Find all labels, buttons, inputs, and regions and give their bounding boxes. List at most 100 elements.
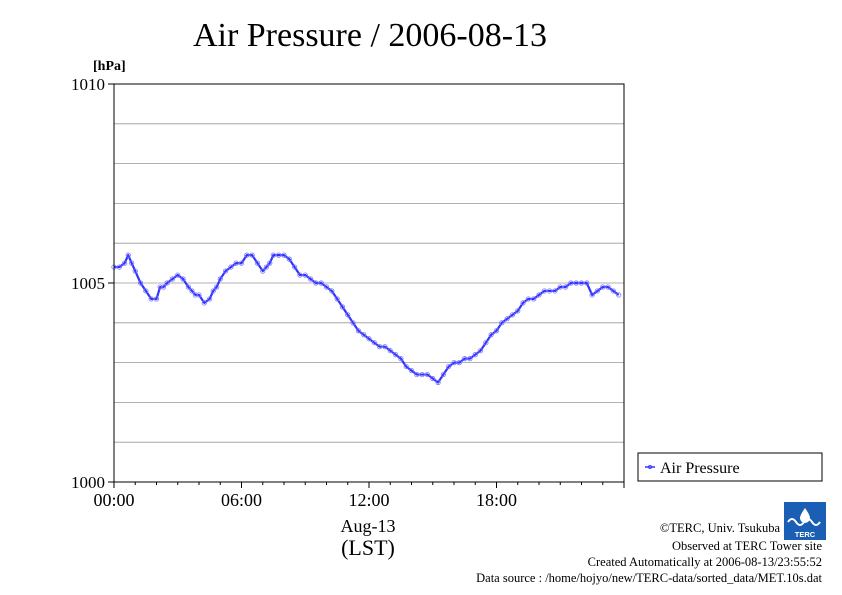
data-point [122, 260, 128, 266]
data-point [520, 300, 526, 306]
plot-frame [113, 83, 625, 483]
data-point [515, 308, 521, 314]
x-tick-label: 18:00 [476, 490, 517, 510]
data-point [467, 356, 473, 362]
data-series [111, 252, 622, 386]
legend-entry-air-pressure: Air Pressure [660, 460, 740, 477]
data-point [276, 252, 282, 258]
data-point [350, 320, 356, 326]
series-line-air-pressure [114, 254, 620, 384]
data-point [547, 288, 553, 294]
data-point [472, 352, 478, 358]
data-point [254, 260, 261, 266]
data-point [531, 296, 537, 302]
data-point [446, 363, 452, 370]
data-point [217, 276, 223, 282]
data-point [504, 316, 510, 322]
data-point [536, 292, 542, 298]
data-point [477, 348, 484, 354]
data-point [233, 260, 239, 266]
data-point [169, 276, 176, 282]
axes: 1000 1005 1010 00:00 06:00 12:00 18:00 [71, 75, 625, 510]
data-point [132, 268, 138, 274]
data-point [192, 292, 198, 298]
data-point [148, 296, 154, 302]
data-point [600, 284, 606, 290]
x-axis-date-label: Aug-13 [341, 516, 396, 536]
data-point [313, 280, 319, 286]
data-point [345, 312, 351, 318]
data-point [435, 379, 441, 386]
data-point [382, 344, 388, 350]
credit-created: Created Automatically at 2006-08-13/23:5… [588, 555, 822, 569]
data-point [153, 296, 160, 302]
data-point [525, 296, 531, 302]
data-point [573, 280, 579, 286]
data-point [451, 359, 457, 366]
data-point [125, 252, 131, 258]
data-point [339, 304, 346, 310]
data-point [392, 352, 399, 358]
data-point [175, 272, 181, 278]
chart-title: Air Pressure / 2006-08-13 [193, 17, 547, 54]
data-point [557, 284, 563, 290]
data-point [189, 288, 195, 294]
data-point [371, 340, 377, 346]
data-point [430, 375, 436, 382]
data-point [185, 284, 191, 290]
data-point [281, 252, 287, 258]
terc-logo: TERC [784, 502, 826, 540]
x-tick-label: 00:00 [93, 490, 134, 510]
data-point [228, 264, 234, 270]
data-point [201, 300, 207, 306]
grid-lines [114, 123, 624, 443]
data-point [355, 328, 361, 334]
x-tick-label: 06:00 [221, 490, 262, 510]
data-point [403, 363, 409, 370]
data-point [562, 284, 569, 290]
data-point [509, 312, 516, 318]
data-point [541, 288, 547, 294]
data-point [329, 288, 335, 294]
data-point [286, 256, 292, 262]
data-point [408, 367, 415, 374]
x-tick-label: 12:00 [348, 490, 389, 510]
credit-copyright: ©TERC, Univ. Tsukuba [660, 521, 781, 535]
data-point [292, 264, 298, 270]
legend: Air Pressure [637, 452, 823, 482]
logo-drop [800, 508, 810, 523]
data-point [398, 356, 404, 362]
data-point [270, 252, 276, 258]
data-point [249, 252, 255, 258]
data-point [361, 332, 367, 338]
data-point [323, 284, 330, 290]
data-point [307, 276, 314, 282]
data-point [462, 356, 468, 362]
logo-text: TERC [795, 530, 816, 539]
data-point [297, 272, 303, 278]
data-point [499, 320, 505, 326]
data-point [424, 371, 431, 378]
x-axis-unit-label: (LST) [341, 535, 395, 560]
data-point [244, 252, 250, 258]
data-point [419, 371, 425, 378]
data-point [578, 280, 585, 286]
data-point [387, 348, 393, 354]
data-point [302, 272, 308, 278]
data-point [267, 260, 273, 266]
data-point [493, 328, 500, 334]
data-point [222, 268, 229, 274]
y-tick-label: 1005 [71, 274, 105, 293]
data-point [584, 280, 590, 286]
data-point [552, 288, 558, 294]
data-point [414, 371, 420, 378]
data-point [440, 371, 446, 378]
data-point [129, 260, 135, 266]
data-point [116, 264, 122, 270]
credit-source: Data source : /home/hojyo/new/TERC-data/… [476, 571, 822, 585]
data-point [263, 264, 269, 270]
y-axis-unit: [hPa] [93, 59, 126, 74]
data-point [568, 280, 574, 286]
data-point [616, 292, 622, 298]
